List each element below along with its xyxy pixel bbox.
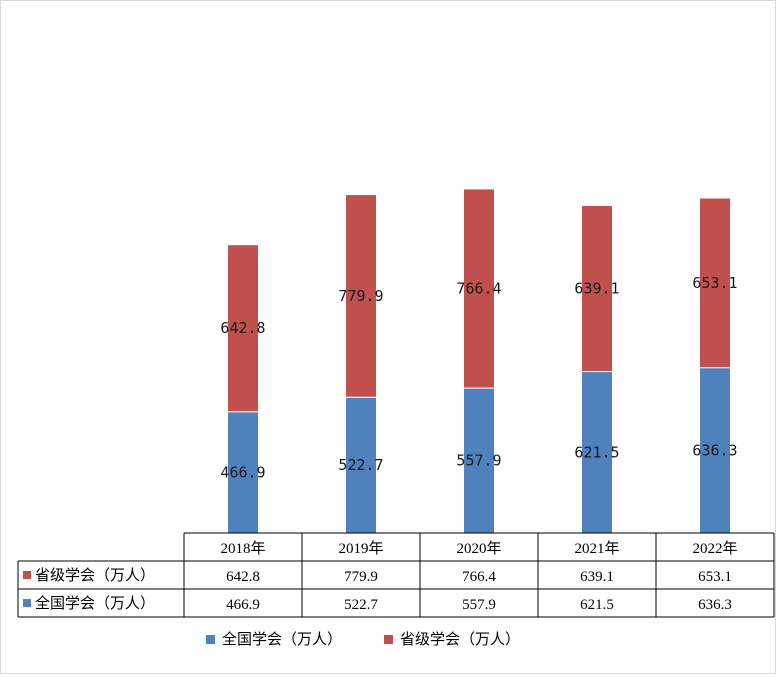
table-cell: 557.9: [462, 597, 496, 613]
bar-segment-provincial: [699, 197, 731, 369]
bar-segment-provincial: [345, 194, 377, 398]
x-tick-label: 2020年: [456, 540, 501, 557]
bar-value-label: 466.9: [220, 463, 265, 481]
x-tick-label: 2022年: [692, 540, 737, 557]
legend-label: 省级学会（万人）: [400, 630, 520, 648]
table-cell: 621.5: [580, 597, 614, 613]
table-cell: 522.7: [344, 597, 378, 613]
table-row-label: 省级学会（万人）: [35, 566, 155, 584]
bar-segment-provincial: [227, 244, 259, 413]
bar-value-label: 653.1: [692, 274, 737, 292]
bar-segment-provincial: [581, 204, 613, 373]
table-cell: 779.9: [344, 569, 378, 585]
x-tick-label: 2021年: [574, 540, 619, 557]
legend-key-icon: [23, 571, 31, 579]
bar-value-label: 766.4: [456, 280, 501, 298]
bar-value-label: 642.8: [220, 319, 265, 337]
bar-segment-provincial: [463, 188, 495, 389]
x-tick-label: 2019年: [338, 540, 383, 557]
bar-value-label: 779.9: [338, 287, 383, 305]
bar-value-label: 636.3: [692, 441, 737, 459]
table-cell: 466.9: [226, 597, 260, 613]
bar-value-label: 557.9: [456, 452, 501, 470]
bar-value-label: 522.7: [338, 456, 383, 474]
x-tick-label: 2018年: [220, 540, 265, 557]
legend-swatch: [206, 635, 215, 644]
legend-key-icon: [23, 599, 31, 607]
table-cell: 653.1: [698, 569, 732, 585]
table-row-label: 全国学会（万人）: [35, 594, 155, 612]
table-cell: 636.3: [698, 597, 732, 613]
table-cell: 766.4: [462, 569, 496, 585]
legend-swatch: [384, 635, 393, 644]
bar-value-labels: 466.9 642.8 522.7 779.9 557.9 766.4 621.5 639.1…: [220, 274, 737, 481]
legend: 全国学会（万人） 省级学会（万人）: [206, 630, 520, 648]
bar-segment-national: [227, 411, 259, 534]
legend-label: 全国学会（万人）: [222, 630, 342, 648]
bars-layer: [227, 188, 731, 534]
table-cell: 639.1: [580, 569, 614, 585]
bar-value-label: 621.5: [574, 443, 619, 461]
table-cell: 642.8: [226, 569, 260, 585]
bar-value-label: 639.1: [574, 280, 619, 298]
